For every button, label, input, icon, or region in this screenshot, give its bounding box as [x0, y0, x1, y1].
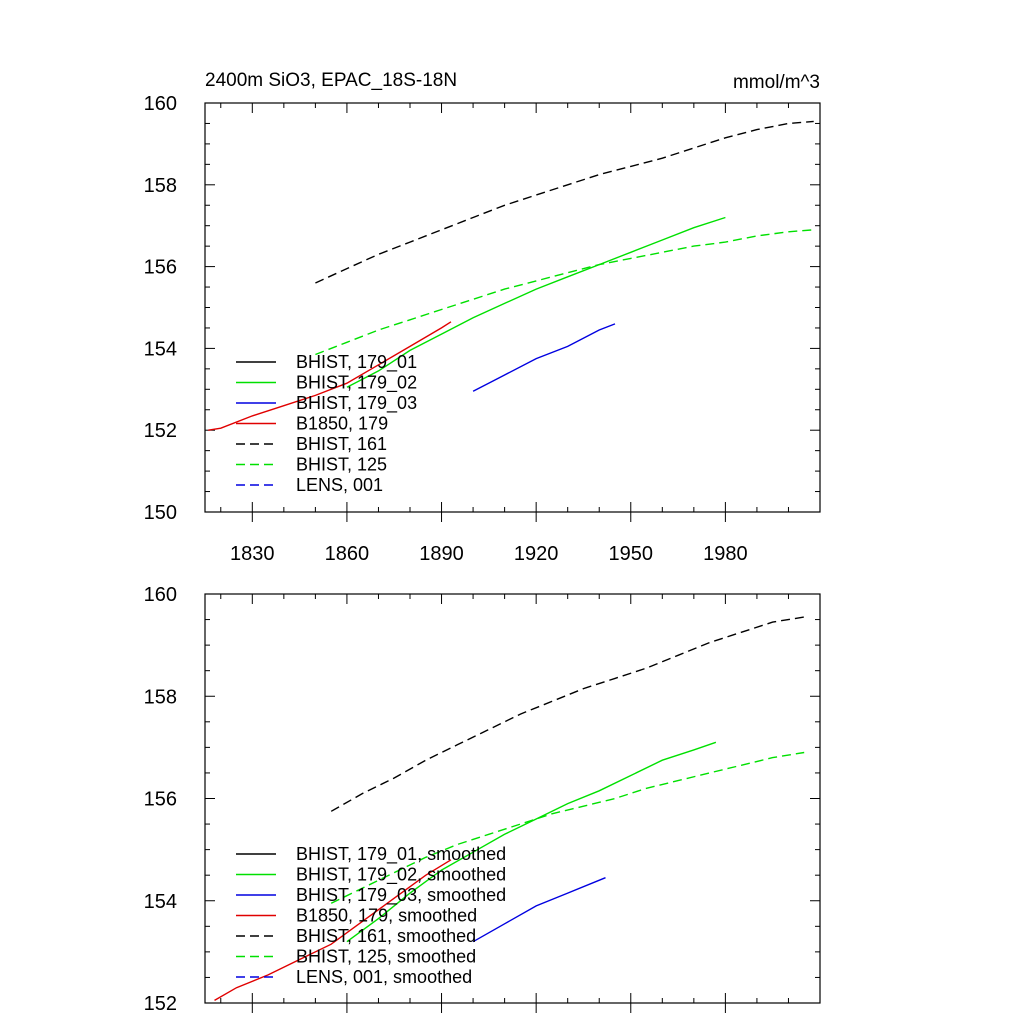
- series-line: [330, 751, 805, 904]
- x-tick-label: 1830: [230, 543, 275, 565]
- legend-label: BHIST, 161, smoothed: [296, 926, 476, 946]
- legend-label: B1850, 179: [296, 414, 388, 434]
- y-tick-label: 152: [144, 420, 177, 442]
- y-tick-label: 156: [144, 257, 177, 279]
- series-line: [208, 321, 452, 431]
- y-tick-label: 156: [144, 789, 177, 811]
- legend-label: BHIST, 179_01: [296, 352, 417, 373]
- legend-label: BHIST, 125, smoothed: [296, 947, 476, 967]
- y-tick-label: 160: [144, 584, 177, 606]
- y-tick-label: 154: [144, 891, 177, 913]
- legend-label: BHIST, 179_03: [296, 393, 417, 414]
- series-line: [346, 216, 726, 388]
- y-tick-label: 160: [144, 93, 177, 115]
- x-tick-label: 1890: [419, 543, 464, 565]
- chart-title: 2400m SiO3, EPAC_18S-18N: [205, 70, 457, 91]
- legend-label: BHIST, 179_01, smoothed: [296, 844, 506, 865]
- x-tick-label: 1920: [514, 543, 559, 565]
- x-tick-label: 1980: [703, 543, 748, 565]
- legend-label: BHIST, 179_02, smoothed: [296, 865, 506, 886]
- x-tick-label: 1950: [609, 543, 654, 565]
- top-panel: 150 152 154 156 158 160 1830 1860 1890 1920 1950 19…: [144, 70, 821, 565]
- series-line: [346, 741, 717, 943]
- legend-label: B1850, 179, smoothed: [296, 906, 477, 926]
- y-tick-label: 158: [144, 686, 177, 708]
- y-tick-label: 150: [144, 502, 177, 524]
- y-tick-label: 158: [144, 175, 177, 197]
- legend-label: BHIST, 125: [296, 455, 387, 475]
- series-line: [330, 616, 805, 812]
- legend-label: LENS, 001: [296, 475, 383, 495]
- legend-label: BHIST, 161: [296, 434, 387, 454]
- units-label: mmol/m^3: [733, 72, 820, 93]
- y-tick-label: 152: [144, 993, 177, 1015]
- series-line: [315, 120, 814, 284]
- x-tick-label: 1860: [325, 543, 370, 565]
- series-line: [472, 877, 606, 943]
- series-line: [472, 323, 616, 392]
- legend-label: BHIST, 179_03, smoothed: [296, 885, 506, 906]
- legend-label: BHIST, 179_02: [296, 373, 417, 394]
- legend-label: LENS, 001, smoothed: [296, 967, 472, 987]
- y-tick-label: 154: [144, 338, 177, 360]
- series-line: [214, 859, 452, 1002]
- series-line: [315, 229, 814, 356]
